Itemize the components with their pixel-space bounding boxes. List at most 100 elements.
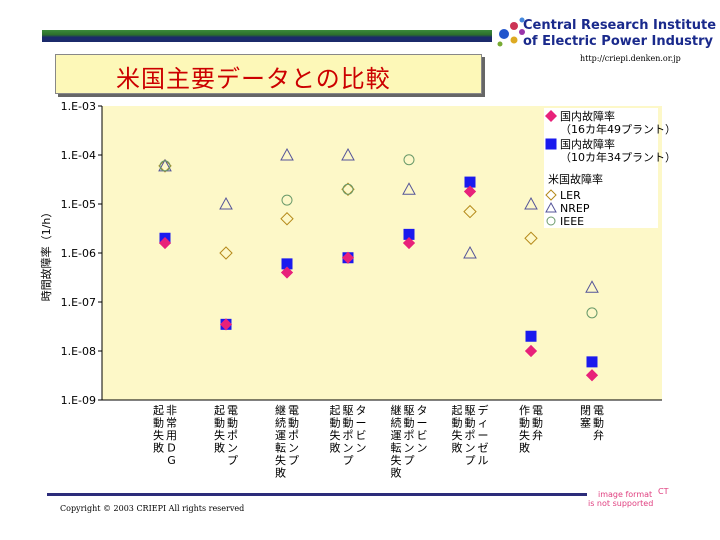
x-category-label-char: 失 (519, 429, 530, 442)
x-category-label-char: 動 (404, 416, 415, 430)
point-ler (341, 182, 355, 196)
x-category-label-char: 用 (166, 429, 177, 442)
slide-title-box: 米国主要データとの比較 (55, 54, 482, 94)
slide-title: 米国主要データとの比較 (116, 65, 391, 93)
x-category-label-char: 失 (153, 429, 164, 442)
legend-label-ieee: IEEE (560, 215, 584, 228)
legend-marker-nrep (545, 201, 557, 213)
x-category-label-char: 駆 (465, 404, 476, 417)
x-category-label-char: 失 (275, 454, 286, 467)
x-category-label-char: ン (356, 442, 367, 455)
x-category-label-char: 敗 (153, 441, 164, 455)
point-domestic-10yr (403, 228, 415, 240)
broken-image-text-1: image format (598, 490, 653, 499)
org-name-line2: of Electric Power Industry (523, 34, 713, 49)
x-category-label-char: ン (343, 442, 354, 455)
legend-label-domestic-16yr: 国内故障率 (560, 109, 615, 123)
x-category-label-char: ン (288, 442, 299, 455)
x-category-label-char: 動 (532, 416, 543, 430)
x-category-label-char: ル (478, 454, 489, 467)
point-nrep (341, 147, 355, 161)
point-domestic-16yr-top (159, 236, 171, 249)
legend-box (544, 108, 658, 228)
x-category-label-char: 継 (391, 403, 402, 417)
point-domestic-10yr (586, 356, 598, 368)
point-domestic-16yr-top (525, 345, 537, 357)
x-category-label-char: 敗 (391, 466, 402, 480)
x-category-label-char: ポ (404, 429, 415, 442)
x-category-label-char: ン (465, 442, 476, 455)
x-category-label-char: ポ (343, 429, 354, 442)
x-category-label-char: ン (227, 442, 238, 455)
x-category-label-char: 動 (330, 416, 341, 430)
x-category-label-char: 失 (452, 429, 463, 442)
point-domestic-16yr-top (281, 266, 293, 279)
x-category-label-char: 敗 (214, 441, 225, 455)
x-category-label-char: 続 (391, 416, 402, 430)
x-category-label-char: 動 (214, 416, 225, 430)
y-tick-label: 1.E-05 (61, 198, 96, 211)
x-category-label-char: ン (417, 442, 428, 455)
point-ieee (159, 160, 171, 172)
x-category-label-char: ビ (417, 429, 428, 442)
x-category-label-char: 動 (519, 416, 530, 430)
x-category-label-char: 動 (593, 416, 604, 430)
x-category-label-char: 転 (391, 442, 402, 455)
point-nrep (524, 196, 538, 210)
x-category-label-char: プ (404, 454, 415, 467)
x-category-label-char: 閉 (580, 404, 591, 417)
x-category-label-char: 続 (275, 416, 286, 430)
x-category-label-char: 弁 (593, 428, 604, 442)
point-nrep (402, 182, 416, 195)
x-category-label-char: 継 (275, 403, 286, 417)
point-ler (524, 231, 538, 245)
x-category-label-char: 運 (275, 429, 286, 442)
criepi-logo (497, 17, 525, 47)
x-category-label-char: G (167, 454, 176, 467)
org-url: http://criepi.denken.or.jp (580, 54, 681, 63)
legend-label-domestic-10yr: 国内故障率 (560, 137, 615, 151)
point-ler (280, 212, 294, 226)
x-category-label-char: ン (404, 442, 415, 455)
x-category-label-char: 敗 (519, 441, 530, 455)
x-category-label-char: 常 (166, 417, 177, 430)
x-category-label-char: 敗 (452, 441, 463, 455)
broken-image-placeholder: CT image format is not supported (588, 484, 686, 510)
legend-marker-ieee (546, 216, 556, 226)
x-category-label-char: ポ (465, 429, 476, 442)
x-category-label-char: 起 (452, 404, 463, 417)
x-category-label-char: 敗 (275, 466, 286, 480)
point-domestic-16yr-top (342, 251, 354, 264)
header-bar (42, 30, 492, 42)
point-nrep (585, 280, 599, 293)
x-category-label-char: タ (417, 404, 428, 417)
point-domestic-16yr-top (220, 318, 232, 331)
legend-label-domestic-10yr-sub: （10カ年34プラント） (560, 150, 676, 164)
legend-marker-domestic-10yr (545, 138, 557, 150)
x-category-label-char: 敗 (330, 441, 341, 455)
x-category-label-char: 駆 (343, 404, 354, 417)
x-category-label-char: ー (356, 417, 367, 430)
point-ieee (281, 194, 293, 206)
x-category-label-char: プ (227, 454, 238, 467)
x-category-label-char: 失 (391, 454, 402, 467)
x-category-label-char: ビ (356, 429, 367, 442)
x-category-label-char: タ (356, 404, 367, 417)
legend-title-us: 米国故障率 (548, 172, 603, 186)
x-category-label-char: 起 (153, 404, 164, 417)
x-category-label-char: 電 (593, 404, 604, 417)
x-category-label-char: 動 (343, 416, 354, 430)
point-ler (463, 204, 477, 219)
legend-marker-ler (545, 189, 557, 201)
y-tick-label: 1.E-08 (61, 345, 96, 358)
y-axis-label: 時間故障率（1/h） (39, 207, 53, 302)
point-ieee (403, 154, 415, 166)
point-domestic-16yr-top (464, 185, 476, 198)
x-category-label-char: プ (288, 454, 299, 467)
point-domestic-16yr-top (403, 236, 415, 249)
x-category-label-char: 失 (330, 429, 341, 442)
x-category-label-char: 転 (275, 442, 286, 455)
point-nrep (219, 196, 233, 210)
x-category-label-char: デ (478, 403, 489, 417)
legend-marker-domestic-16yr (545, 110, 557, 122)
